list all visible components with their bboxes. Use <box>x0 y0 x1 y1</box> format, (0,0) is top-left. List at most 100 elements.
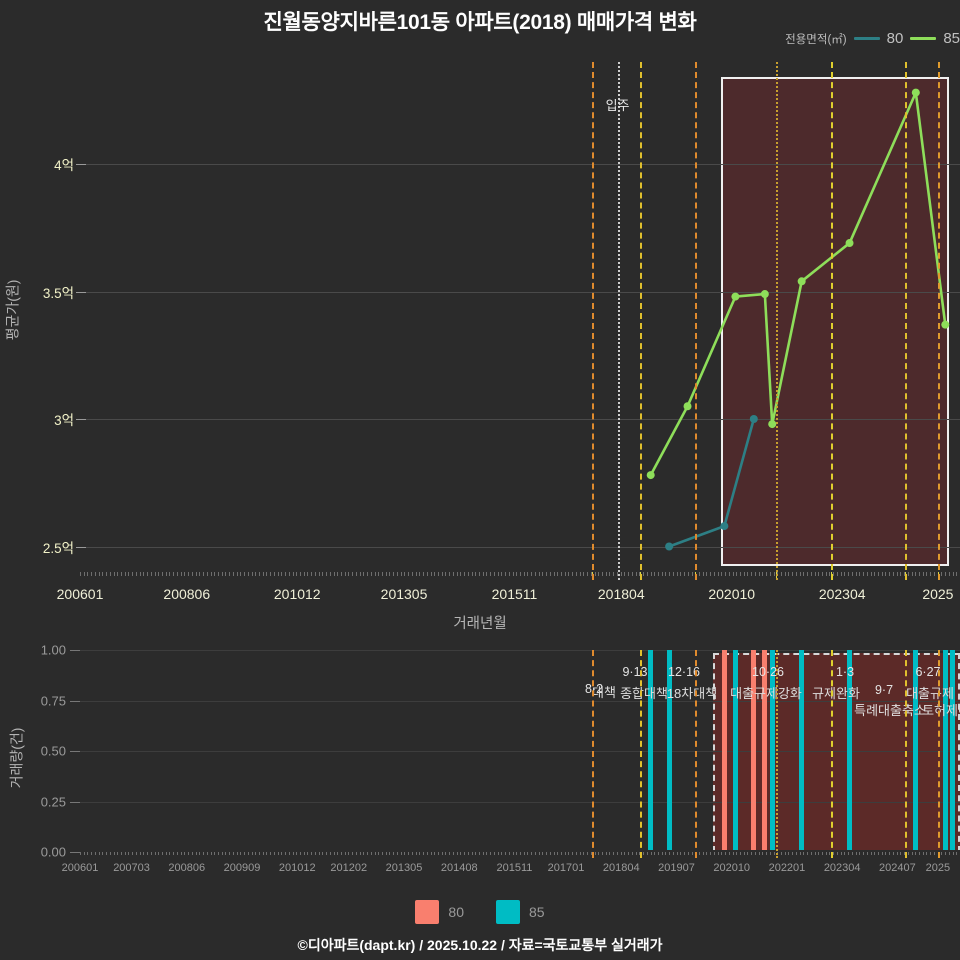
price-data-point[interactable] <box>720 522 729 531</box>
x-minor-tick <box>822 852 824 855</box>
x-minor-tick <box>691 572 693 576</box>
x-minor-tick <box>788 852 790 855</box>
x-minor-tick <box>561 852 563 855</box>
x-minor-tick <box>478 572 480 576</box>
x-minor-tick <box>154 572 156 576</box>
transaction-bar[interactable] <box>950 650 956 850</box>
x-minor-tick <box>669 572 671 576</box>
price-data-point[interactable] <box>683 402 692 411</box>
transaction-bar[interactable] <box>847 650 853 850</box>
volume-x-tick-label: 201907 <box>658 862 695 874</box>
x-minor-tick <box>441 572 443 576</box>
x-minor-tick <box>411 572 413 576</box>
transaction-bar[interactable] <box>648 650 654 850</box>
legend-label-85: 85 <box>943 30 960 47</box>
x-minor-tick <box>616 572 618 576</box>
x-minor-tick <box>706 852 708 855</box>
price-x-tick-label: 202304 <box>818 586 866 602</box>
x-minor-tick <box>419 572 421 576</box>
x-minor-tick <box>478 852 480 855</box>
x-minor-tick <box>106 572 108 576</box>
x-minor-tick <box>602 572 604 576</box>
price-y-tick-mark <box>76 419 86 420</box>
x-minor-tick <box>210 852 212 855</box>
x-minor-tick <box>501 572 503 576</box>
transaction-bar[interactable] <box>666 650 672 850</box>
x-minor-tick <box>762 852 764 855</box>
x-minor-tick <box>262 852 264 855</box>
price-data-point[interactable] <box>731 292 740 301</box>
x-minor-tick <box>657 852 659 855</box>
transaction-bar[interactable] <box>942 650 948 850</box>
policy-event-line <box>694 650 697 858</box>
x-minor-tick <box>631 572 633 576</box>
x-minor-tick <box>214 572 216 576</box>
transaction-bar[interactable] <box>732 650 738 850</box>
transaction-bar[interactable] <box>769 650 775 850</box>
x-minor-tick <box>866 852 868 855</box>
x-minor-tick <box>807 572 809 576</box>
x-minor-tick <box>870 572 872 576</box>
x-minor-tick <box>385 572 387 576</box>
x-minor-tick <box>117 852 119 855</box>
move-in-line <box>617 62 620 580</box>
x-minor-tick <box>646 852 648 855</box>
price-data-point[interactable] <box>749 415 758 423</box>
price-data-point[interactable] <box>941 320 950 329</box>
price-x-axis-title: 거래년월 <box>453 616 507 632</box>
x-minor-tick <box>725 852 727 855</box>
x-minor-tick <box>244 572 246 576</box>
price-data-point[interactable] <box>665 542 674 551</box>
transaction-bar[interactable] <box>799 650 805 850</box>
x-minor-tick <box>382 572 384 576</box>
x-minor-tick <box>285 572 287 576</box>
volume-gridline <box>80 700 960 702</box>
transaction-bar[interactable] <box>721 650 727 850</box>
x-minor-tick <box>564 572 566 576</box>
price-data-point[interactable] <box>768 420 777 429</box>
bottom-legend-item-85: 85 <box>496 900 545 924</box>
x-minor-tick <box>643 572 645 576</box>
x-minor-tick <box>523 852 525 855</box>
x-minor-tick <box>314 572 316 576</box>
x-minor-tick <box>322 852 324 855</box>
x-minor-tick <box>501 852 503 855</box>
x-minor-tick <box>523 572 525 576</box>
price-data-point[interactable] <box>845 239 854 248</box>
move-in-label: 입주 <box>605 98 630 113</box>
x-minor-tick <box>799 572 801 576</box>
x-minor-tick <box>244 852 246 855</box>
x-minor-tick <box>717 572 719 576</box>
x-minor-tick <box>195 852 197 855</box>
price-data-point[interactable] <box>797 277 806 286</box>
x-minor-tick <box>158 572 160 576</box>
x-minor-tick <box>203 572 205 576</box>
price-x-axis-ticks <box>80 572 960 579</box>
volume-x-tick-label: 202407 <box>879 862 916 874</box>
x-minor-tick <box>359 572 361 576</box>
volume-x-tick-label: 2025 <box>925 862 951 874</box>
x-minor-tick <box>150 572 152 576</box>
x-minor-tick <box>232 572 234 576</box>
x-minor-tick <box>273 852 275 855</box>
transaction-bar[interactable] <box>913 650 919 850</box>
x-minor-tick <box>393 852 395 855</box>
x-minor-tick <box>948 572 950 576</box>
x-minor-tick <box>326 572 328 576</box>
price-data-point[interactable] <box>760 290 769 299</box>
x-minor-tick <box>933 572 935 576</box>
x-minor-tick <box>471 852 473 855</box>
x-minor-tick <box>378 572 380 576</box>
x-minor-tick <box>337 852 339 855</box>
x-minor-tick <box>844 572 846 576</box>
x-minor-tick <box>732 852 734 855</box>
x-minor-tick <box>568 852 570 855</box>
price-data-point[interactable] <box>646 471 655 480</box>
transaction-bar[interactable] <box>762 650 768 850</box>
x-minor-tick <box>191 852 193 855</box>
x-minor-tick <box>684 572 686 576</box>
transaction-bar[interactable] <box>751 650 757 850</box>
price-data-point[interactable] <box>911 88 920 97</box>
x-minor-tick <box>881 852 883 855</box>
x-minor-tick <box>702 852 704 855</box>
